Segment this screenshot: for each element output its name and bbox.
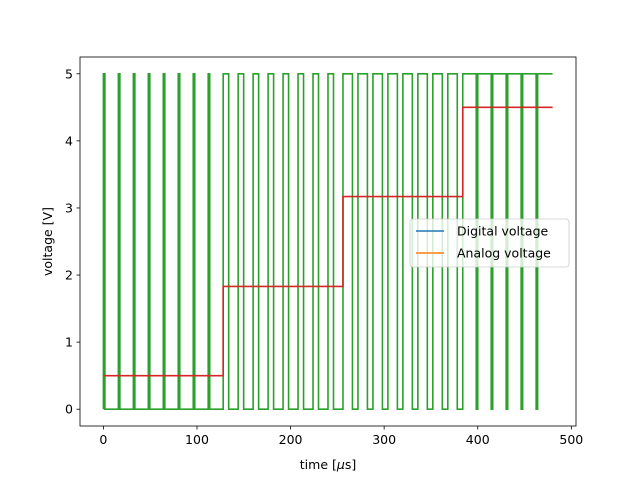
legend-label-digital-voltage: Digital voltage	[457, 224, 549, 239]
y-tick-label: 0	[65, 402, 73, 417]
y-tick-label: 5	[65, 66, 73, 81]
x-tick-label: 300	[372, 432, 396, 447]
legend-box	[409, 218, 570, 268]
y-axis-label: voltage [V]	[40, 207, 55, 276]
pwm-voltage-line	[102, 72, 553, 411]
y-tick-label: 1	[65, 335, 73, 350]
x-axis-label-prefix: time [	[300, 457, 337, 472]
x-axis-ticks: 0 100 200 300 400 500	[99, 426, 583, 447]
legend-label-analog-voltage: Analog voltage	[457, 246, 551, 261]
y-tick-label: 4	[65, 133, 73, 148]
x-tick-label: 0	[99, 432, 107, 447]
y-tick-label: 2	[65, 268, 73, 283]
y-axis-ticks: 0 1 2 3 4 5	[65, 66, 80, 417]
x-tick-label: 100	[185, 432, 209, 447]
average-voltage-line	[103, 106, 553, 377]
x-tick-label: 500	[559, 432, 583, 447]
series-layer	[102, 72, 553, 411]
y-tick-label: 3	[65, 200, 73, 215]
legend: Digital voltage Analog voltage	[409, 218, 570, 268]
x-tick-label: 200	[279, 432, 303, 447]
x-tick-label: 400	[466, 432, 490, 447]
x-axis-label-unit-symbol: μ	[336, 457, 345, 472]
x-axis-label: time [μs]	[300, 457, 356, 472]
x-axis-label-suffix: s]	[345, 457, 356, 472]
plot-frame	[79, 56, 577, 427]
